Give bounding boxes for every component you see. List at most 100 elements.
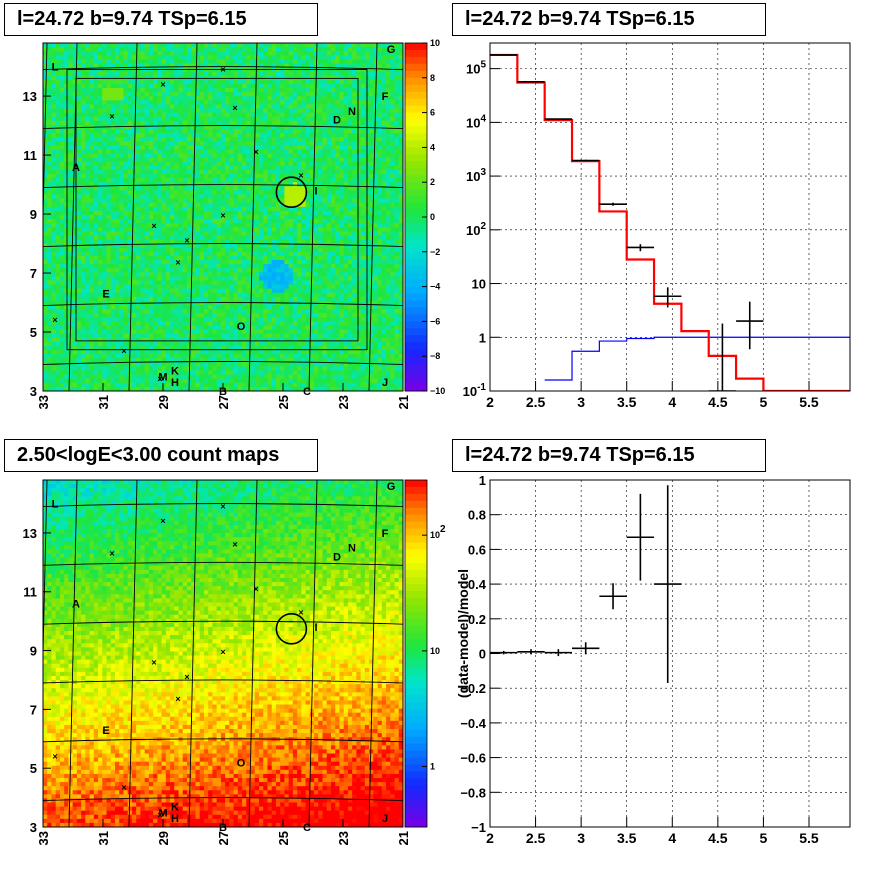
- heatmap-cell: [263, 382, 268, 388]
- heatmap-cell: [64, 47, 69, 52]
- heatmap-cell: [284, 63, 290, 68]
- heatmap-cell: [98, 63, 103, 68]
- heatmap-cell: [136, 329, 141, 335]
- heatmap-cell: [187, 55, 192, 60]
- heatmap-cell: [144, 47, 150, 52]
- heatmap-cell: [110, 223, 116, 228]
- heatmap-cell: [271, 51, 277, 56]
- heatmap-cell: [144, 235, 150, 240]
- heatmap-cell: [208, 153, 213, 159]
- heatmap-cell: [131, 292, 137, 298]
- heatmap-cell: [225, 112, 230, 118]
- heatmap-cell: [229, 202, 234, 208]
- heatmap-cell: [43, 337, 48, 343]
- heatmap-cell: [233, 325, 239, 330]
- heatmap-cell: [144, 223, 150, 228]
- heatmap-cell: [148, 276, 154, 281]
- heatmap-cell: [123, 223, 129, 228]
- heatmap-cell: [216, 55, 222, 60]
- heatmap-cell: [110, 259, 116, 265]
- heatmap-cell: [55, 268, 61, 273]
- heatmap-cell: [98, 374, 103, 380]
- heatmap-cell: [284, 227, 290, 232]
- heatmap-cell: [115, 104, 120, 109]
- heatmap-cell: [136, 186, 141, 191]
- heatmap-cell: [220, 202, 226, 208]
- heatmap-cell: [263, 178, 268, 183]
- heatmap-cell: [102, 198, 107, 204]
- heatmap-cell: [81, 133, 86, 138]
- heatmap-cell: [43, 313, 48, 318]
- heatmap-cell: [275, 223, 281, 228]
- heatmap-cell: [212, 186, 218, 191]
- heatmap-cell: [271, 157, 277, 163]
- heatmap-cell: [212, 255, 218, 261]
- heatmap-cell: [178, 329, 184, 335]
- heatmap-cell: [242, 55, 247, 60]
- heatmap-cell: [76, 96, 82, 101]
- heatmap-cell: [288, 161, 294, 167]
- heatmap-cell: [81, 366, 86, 371]
- heatmap-cell: [47, 71, 52, 77]
- heatmap-cell: [246, 235, 251, 240]
- heatmap-cell: [131, 223, 137, 228]
- heatmap-cell: [64, 255, 69, 261]
- heatmap-cell: [220, 264, 226, 269]
- heatmap-cell: [187, 178, 192, 183]
- heatmap-cell: [157, 161, 162, 167]
- heatmap-cell: [136, 239, 141, 245]
- heatmap-cell: [110, 128, 116, 134]
- heatmap-cell: [208, 317, 213, 322]
- heatmap-cell: [195, 55, 201, 60]
- heatmap-cell: [229, 112, 234, 118]
- heatmap-cell: [102, 345, 107, 351]
- heatmap-cell: [148, 358, 154, 363]
- heatmap-cell: [267, 145, 273, 150]
- heatmap-cell: [93, 325, 99, 330]
- heatmap-cell: [212, 305, 218, 310]
- heatmap-cell: [174, 374, 179, 380]
- heatmap-cell: [59, 145, 65, 150]
- heatmap-cell: [263, 239, 268, 245]
- heatmap-cell: [170, 71, 175, 77]
- heatmap-cell: [170, 382, 175, 388]
- heatmap-cell: [191, 43, 196, 48]
- heatmap-cell: [225, 296, 230, 302]
- heatmap-cell: [76, 120, 82, 126]
- heatmap-cell: [110, 362, 116, 367]
- heatmap-cell: [212, 141, 218, 146]
- heatmap-cell: [131, 341, 137, 347]
- heatmap-cell: [225, 63, 230, 68]
- heatmap-cell: [203, 362, 209, 367]
- heatmap-cell: [280, 194, 285, 199]
- heatmap-cell: [136, 358, 141, 363]
- heatmap-cell: [212, 235, 218, 240]
- heatmap-cell: [161, 280, 167, 285]
- heatmap-cell: [93, 296, 99, 302]
- heatmap-cell: [275, 272, 281, 277]
- heatmap-cell: [199, 116, 205, 122]
- heatmap-cell: [85, 321, 90, 326]
- heatmap-cell: [233, 137, 239, 142]
- heatmap-cell: [148, 305, 154, 310]
- heatmap-cell: [102, 276, 107, 281]
- heatmap-cell: [81, 358, 86, 363]
- heatmap-cell: [153, 288, 158, 294]
- heatmap-cell: [76, 202, 82, 208]
- heatmap-cell: [81, 292, 86, 298]
- heatmap-cell: [182, 296, 188, 302]
- heatmap-cell: [237, 186, 243, 191]
- heatmap-cell: [123, 239, 129, 245]
- heatmap-cell: [106, 100, 112, 105]
- heatmap-cell: [157, 43, 162, 48]
- heatmap-cell: [254, 165, 260, 171]
- heatmap-cell: [81, 83, 86, 89]
- heatmap-cell: [127, 100, 133, 105]
- heatmap-cell: [123, 235, 129, 240]
- heatmap-cell: [263, 325, 268, 330]
- heatmap-cell: [187, 214, 192, 220]
- heatmap-cell: [127, 141, 133, 146]
- heatmap-cell: [182, 366, 188, 371]
- heatmap-cell: [93, 186, 99, 191]
- heatmap-cell: [216, 194, 222, 199]
